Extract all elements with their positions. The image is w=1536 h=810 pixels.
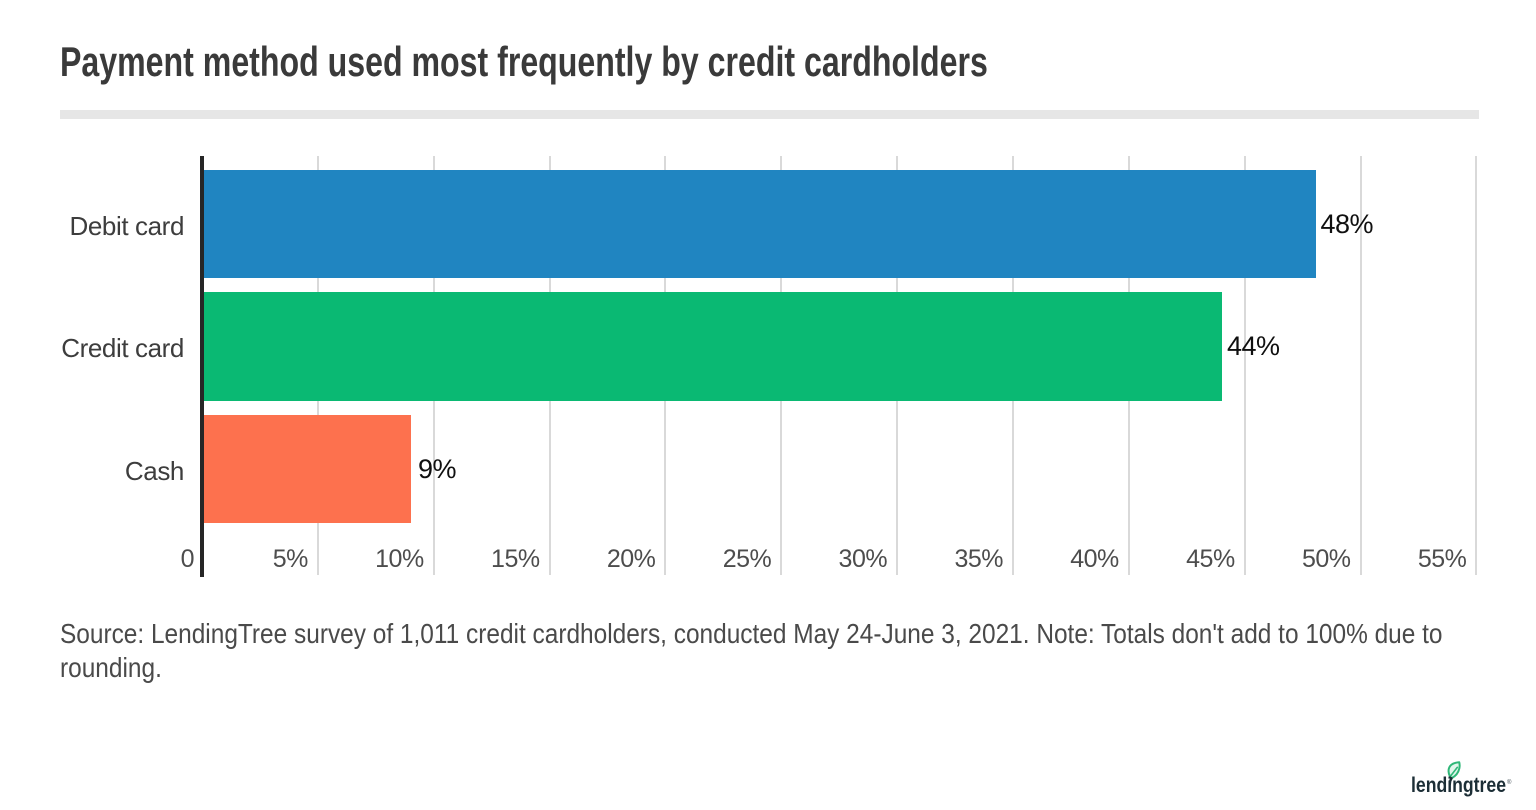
svg-text:®: ® bbox=[1507, 779, 1512, 786]
svg-text:lendingtree: lendingtree bbox=[1411, 774, 1506, 797]
